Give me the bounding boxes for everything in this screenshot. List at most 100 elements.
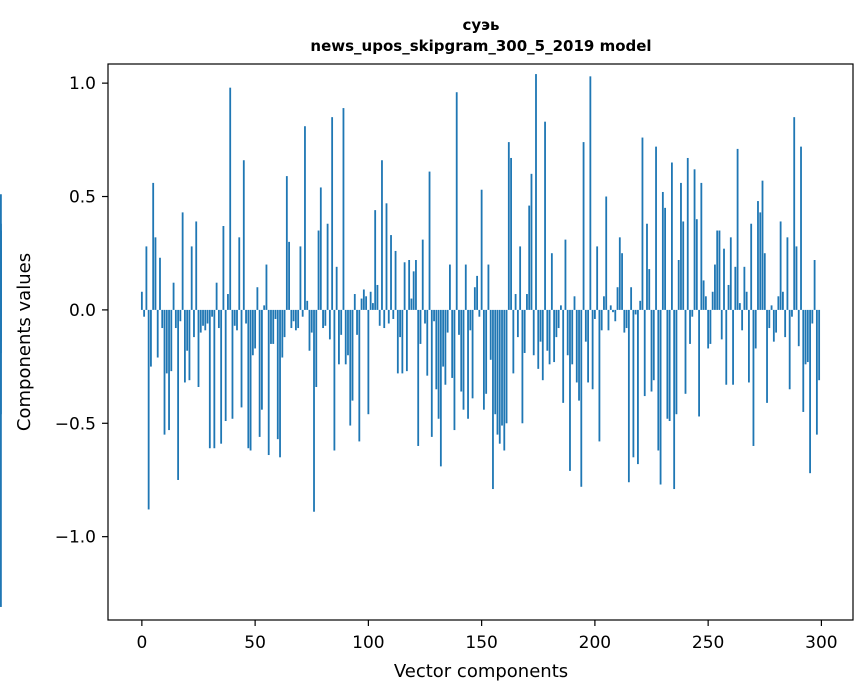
bar bbox=[399, 309, 401, 338]
bar bbox=[342, 108, 345, 310]
bar bbox=[714, 264, 716, 310]
bar bbox=[168, 309, 170, 431]
chart-title-line1: суэь bbox=[462, 16, 499, 34]
bar bbox=[671, 162, 673, 310]
bar bbox=[725, 309, 728, 385]
bar bbox=[408, 260, 411, 310]
bar bbox=[222, 226, 225, 310]
bar bbox=[251, 309, 254, 356]
bar bbox=[227, 294, 229, 310]
bar bbox=[381, 160, 383, 310]
bar bbox=[426, 309, 429, 376]
bar bbox=[324, 309, 327, 326]
bar bbox=[759, 212, 762, 310]
bar bbox=[233, 309, 236, 326]
bar bbox=[788, 309, 791, 390]
bar bbox=[659, 309, 662, 485]
bar bbox=[516, 309, 519, 338]
bar bbox=[412, 271, 415, 310]
bar bbox=[383, 309, 386, 329]
bar bbox=[639, 300, 642, 310]
bar bbox=[587, 309, 589, 383]
bar bbox=[623, 309, 626, 333]
bar bbox=[143, 309, 146, 317]
bar bbox=[575, 309, 578, 383]
bar bbox=[661, 191, 664, 310]
bar bbox=[804, 309, 807, 365]
bar bbox=[471, 309, 474, 399]
x-tick-label: 250 bbox=[692, 633, 724, 653]
bar bbox=[405, 309, 408, 372]
bar bbox=[562, 309, 565, 403]
bar bbox=[351, 309, 354, 401]
bar bbox=[446, 309, 449, 333]
bar bbox=[197, 309, 200, 387]
bar bbox=[777, 296, 780, 310]
bar bbox=[224, 309, 227, 422]
bar bbox=[437, 309, 440, 419]
y-tick-label: 0.0 bbox=[69, 301, 96, 321]
bar bbox=[727, 284, 730, 310]
bar bbox=[265, 264, 268, 310]
bar bbox=[505, 309, 508, 424]
bar bbox=[548, 309, 551, 365]
bar bbox=[156, 309, 159, 358]
bar bbox=[802, 309, 805, 412]
bar bbox=[489, 309, 492, 360]
bar bbox=[510, 157, 512, 310]
bar bbox=[172, 282, 175, 310]
bar bbox=[770, 305, 773, 310]
bar bbox=[637, 309, 639, 465]
bar bbox=[593, 309, 596, 319]
bar bbox=[469, 309, 472, 331]
bar bbox=[800, 146, 802, 310]
bar bbox=[700, 182, 703, 310]
bar bbox=[641, 137, 644, 310]
bar bbox=[797, 309, 800, 347]
bar bbox=[285, 176, 288, 310]
bar bbox=[181, 212, 184, 310]
bar bbox=[458, 309, 460, 335]
bar bbox=[793, 117, 796, 310]
bar bbox=[376, 284, 379, 310]
bar bbox=[541, 309, 544, 381]
bar bbox=[537, 309, 540, 369]
bar bbox=[507, 142, 510, 310]
bar bbox=[501, 309, 503, 426]
bar bbox=[195, 221, 198, 310]
y-axis-ticks: 1.0 0.5 0.0 −0.5 −1.0 bbox=[55, 74, 108, 548]
bar bbox=[473, 287, 476, 310]
bar bbox=[204, 309, 207, 331]
x-tick-label: 300 bbox=[805, 633, 837, 653]
bar bbox=[145, 246, 148, 310]
bar bbox=[711, 291, 714, 310]
bar bbox=[627, 309, 630, 483]
bar bbox=[236, 309, 238, 331]
bar bbox=[555, 309, 558, 338]
y-tick-label: −1.0 bbox=[55, 528, 96, 548]
bar bbox=[494, 309, 497, 415]
bar bbox=[394, 250, 397, 310]
bar bbox=[288, 241, 290, 310]
bar bbox=[390, 235, 392, 310]
bar bbox=[729, 237, 732, 310]
bar bbox=[809, 309, 811, 474]
bar bbox=[580, 309, 583, 487]
bar bbox=[206, 309, 209, 324]
bar bbox=[648, 269, 651, 310]
bar bbox=[677, 260, 680, 310]
bar bbox=[634, 309, 637, 315]
bar bbox=[528, 205, 531, 310]
bar bbox=[238, 237, 241, 310]
x-tick-label: 150 bbox=[465, 633, 497, 653]
bar bbox=[183, 309, 186, 383]
bar bbox=[331, 117, 334, 310]
bar bbox=[625, 309, 628, 329]
bar bbox=[279, 309, 281, 458]
bar bbox=[564, 239, 567, 310]
bar bbox=[682, 221, 685, 310]
bar bbox=[786, 237, 789, 310]
x-axis-label: Vector components bbox=[394, 661, 568, 682]
y-axis-label: Components values bbox=[14, 253, 35, 431]
